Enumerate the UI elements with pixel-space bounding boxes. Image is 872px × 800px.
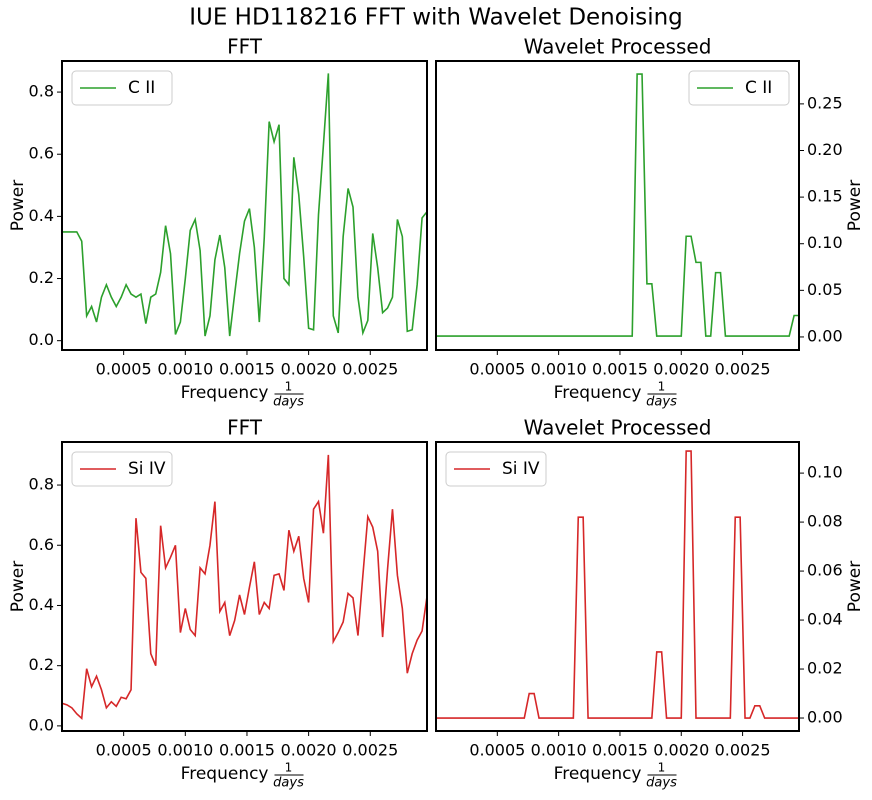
x-axis-unit-numerator: 1 (285, 761, 293, 775)
x-axis-unit-denominator: days (646, 776, 677, 791)
x-axis-label: Frequency (554, 383, 642, 403)
y-tick-label: 0.2 (29, 655, 54, 674)
y-tick-label: 0.04 (807, 610, 843, 629)
subplot-title: Wavelet Processed (524, 35, 712, 59)
y-tick-label: 0.6 (29, 535, 54, 554)
y-axis-label: Power (845, 561, 865, 612)
x-axis-unit-denominator: days (273, 395, 304, 410)
y-tick-label: 0.2 (29, 268, 54, 287)
x-tick-label: 0.0025 (342, 360, 398, 379)
legend-label: C II (128, 78, 155, 98)
x-tick-label: 0.0015 (592, 360, 648, 379)
y-axis-label: Power (8, 180, 28, 231)
legend-box (445, 451, 547, 487)
y-tick-label: 0.4 (29, 206, 54, 225)
y-tick-label: 0.02 (807, 659, 843, 678)
y-tick-label: 0.05 (807, 280, 843, 299)
y-tick-label: 0.10 (807, 463, 843, 482)
x-axis-unit-denominator: days (646, 395, 677, 410)
y-tick-label: 0.8 (29, 82, 54, 101)
legend-box (71, 451, 173, 487)
legend-box (688, 70, 790, 106)
x-axis-unit-denominator: days (273, 776, 304, 791)
x-tick-label: 0.0005 (96, 741, 152, 760)
x-tick-label: 0.0005 (96, 360, 152, 379)
x-tick-label: 0.0010 (157, 360, 213, 379)
subplot-title: FFT (227, 35, 263, 59)
y-tick-label: 0.06 (807, 561, 843, 580)
y-tick-label: 0.8 (29, 475, 54, 494)
data-line (436, 450, 799, 719)
legend-label: Si IV (502, 459, 540, 479)
x-tick-label: 0.0015 (592, 741, 648, 760)
data-line (62, 454, 427, 721)
x-axis-label: Frequency (181, 383, 269, 403)
x-tick-label: 0.0025 (715, 741, 771, 760)
x-tick-label: 0.0005 (469, 741, 525, 760)
subplot-title: FFT (227, 416, 263, 440)
y-tick-label: 0.00 (807, 708, 843, 727)
axes-frame (61, 441, 428, 732)
x-tick-label: 0.0010 (531, 360, 587, 379)
y-axis-label: Power (8, 561, 28, 612)
y-axis-label: Power (845, 180, 865, 231)
y-tick-label: 0.20 (807, 140, 843, 159)
legend-label: Si IV (128, 459, 166, 479)
x-tick-label: 0.0010 (531, 741, 587, 760)
y-tick-label: 0.00 (807, 326, 843, 345)
legend-label: C II (745, 78, 772, 98)
x-tick-label: 0.0025 (715, 360, 771, 379)
x-tick-label: 0.0005 (469, 360, 525, 379)
x-tick-label: 0.0015 (219, 360, 275, 379)
data-line (436, 73, 799, 337)
x-axis-label: Frequency (554, 764, 642, 784)
axes-frame (61, 60, 428, 351)
x-tick-label: 0.0020 (653, 741, 709, 760)
y-tick-label: 0.6 (29, 144, 54, 163)
y-tick-label: 0.10 (807, 233, 843, 252)
x-tick-label: 0.0020 (653, 360, 709, 379)
x-axis-unit-numerator: 1 (285, 380, 293, 394)
data-line (62, 73, 427, 337)
axes-frame (435, 441, 800, 732)
y-tick-label: 0.0 (29, 715, 54, 734)
subplot-title: Wavelet Processed (524, 416, 712, 440)
x-tick-label: 0.0025 (342, 741, 398, 760)
y-tick-label: 0.15 (807, 187, 843, 206)
y-tick-label: 0.4 (29, 595, 54, 614)
x-tick-label: 0.0020 (281, 741, 337, 760)
y-tick-label: 0.08 (807, 512, 843, 531)
x-tick-label: 0.0020 (281, 360, 337, 379)
axes-frame (435, 60, 800, 351)
x-tick-label: 0.0015 (219, 741, 275, 760)
x-axis-unit-numerator: 1 (658, 761, 666, 775)
x-axis-unit-numerator: 1 (658, 380, 666, 394)
figure-title: IUE HD118216 FFT with Wavelet Denoising (189, 5, 683, 31)
legend-box (71, 70, 173, 106)
y-tick-label: 0.0 (29, 330, 54, 349)
x-tick-label: 0.0010 (157, 741, 213, 760)
x-axis-label: Frequency (181, 764, 269, 784)
y-tick-label: 0.25 (807, 93, 843, 112)
